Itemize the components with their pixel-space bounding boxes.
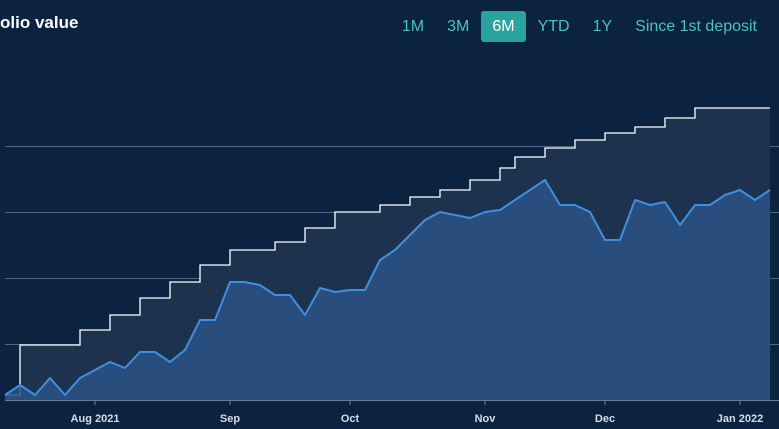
- range-button[interactable]: YTD: [537, 18, 570, 35]
- range-selector: 1M 3M 6M YTD 1Y Since 1st deposit: [391, 11, 768, 42]
- x-tick-label: Oct: [341, 413, 360, 425]
- x-tick-label: Sep: [220, 413, 240, 425]
- value-line: [4, 179, 771, 396]
- x-tick-label: Dec: [595, 413, 615, 425]
- range-button[interactable]: 6M: [481, 11, 526, 42]
- range-button[interactable]: 1Y: [592, 18, 613, 35]
- range-button[interactable]: 3M: [447, 18, 470, 35]
- widget-title: olio value: [0, 13, 79, 32]
- x-tick-label: Nov: [475, 413, 497, 425]
- x-tick-label: Jan 2022: [717, 413, 763, 425]
- x-tick-label: Aug 2021: [71, 413, 120, 425]
- range-button[interactable]: Since 1st deposit: [635, 18, 757, 35]
- value-area: [5, 180, 770, 400]
- deposit-line: [5, 107, 770, 396]
- range-button[interactable]: 1M: [401, 18, 425, 35]
